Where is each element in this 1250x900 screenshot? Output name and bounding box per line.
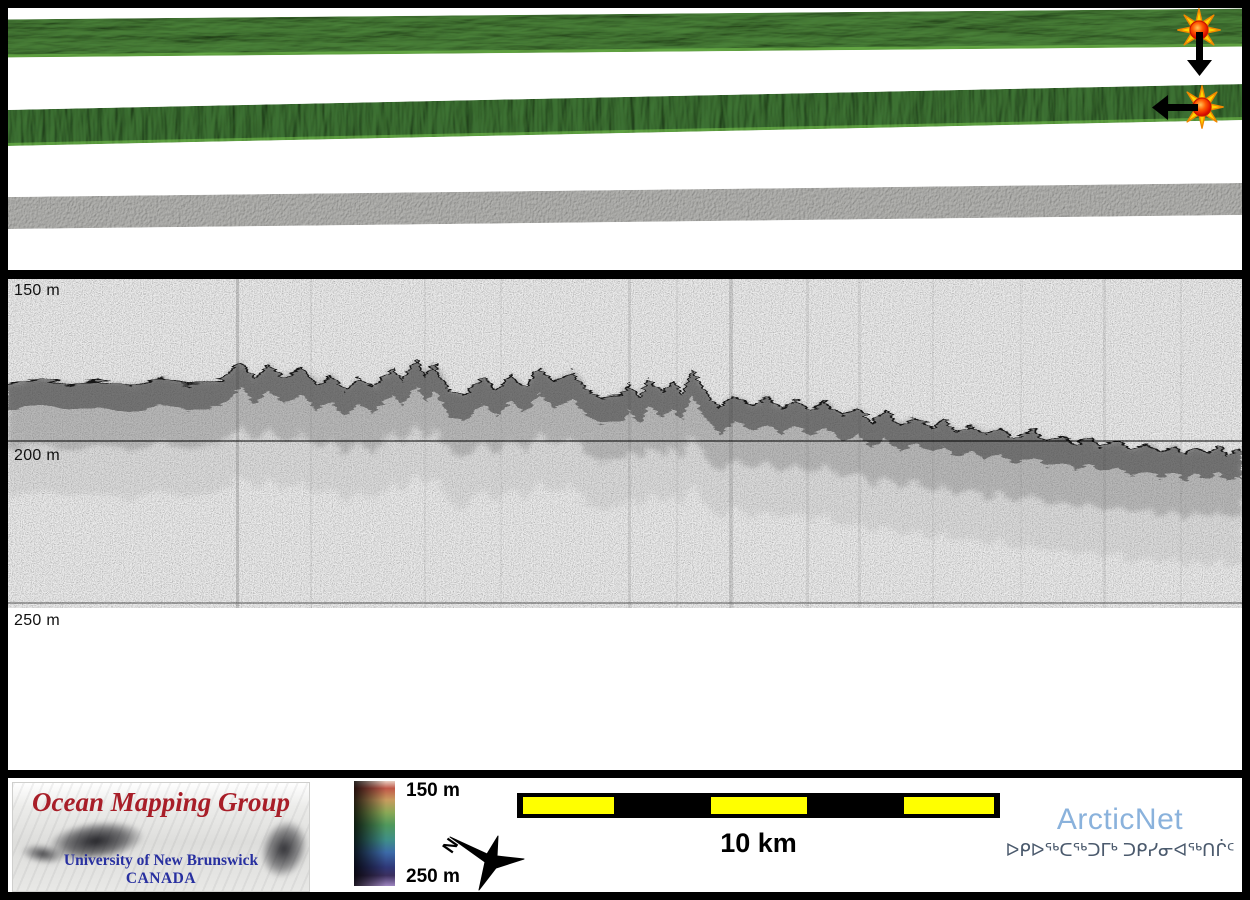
seafloor-fuzz-top bbox=[8, 360, 1242, 481]
map-scale-bar bbox=[517, 793, 1000, 818]
arcticnet-name: ArcticNet bbox=[1056, 803, 1184, 836]
frame-border-top bbox=[0, 0, 1250, 8]
color-scale-top-label: 150 m bbox=[406, 780, 460, 801]
north-arrow-icon: N bbox=[438, 835, 525, 891]
depth-label-250m: 250 m bbox=[14, 612, 60, 629]
left-arrow-icon bbox=[1152, 95, 1198, 120]
omg-institution: University of New Brunswick bbox=[63, 852, 259, 869]
frame-border-right bbox=[1242, 0, 1250, 900]
omg-country: CANADA bbox=[125, 870, 197, 887]
omg-title: Ocean Mapping Group bbox=[31, 787, 291, 817]
bathymetry-swath-middle bbox=[0, 83, 1250, 147]
north-label: N bbox=[438, 835, 462, 857]
seafloor-line bbox=[8, 358, 1242, 456]
scale-bar-label: 10 km bbox=[720, 828, 797, 858]
depth-label-150m: 150 m bbox=[14, 282, 60, 299]
scale-segment bbox=[904, 797, 994, 814]
arcticnet-logo: ArcticNet ᐅᑭᐅᖅᑕᖅᑐᒥᒃ ᑐᑭᓯᓂᐊᖅᑎᒌᑦ bbox=[996, 803, 1244, 861]
down-arrow-icon bbox=[1187, 32, 1212, 76]
echogram-plot bbox=[8, 279, 1242, 608]
frame-border-bottom bbox=[0, 892, 1250, 900]
frame-divider-lower bbox=[0, 770, 1250, 778]
bathymetry-swath-upper bbox=[0, 8, 1250, 58]
arcticnet-inuktitut-name: ᐅᑭᐅᖅᑕᖅᑐᒥᒃ ᑐᑭᓯᓂᐊᖅᑎᒌᑦ bbox=[1005, 840, 1235, 860]
color-scale-bottom-label: 250 m bbox=[406, 866, 460, 887]
backscatter-swath bbox=[0, 182, 1250, 230]
subbottom-echogram bbox=[8, 279, 1242, 770]
frame-divider-upper bbox=[0, 270, 1250, 279]
ocean-mapping-group-logo: Ocean Mapping Group University of New Br… bbox=[12, 782, 310, 892]
scale-segment bbox=[711, 797, 807, 814]
depth-label-200m: 200 m bbox=[14, 447, 60, 464]
frame-border-left bbox=[0, 0, 8, 900]
depth-color-scale bbox=[354, 781, 395, 886]
scale-segment bbox=[523, 797, 614, 814]
seafloor-return bbox=[8, 358, 1242, 567]
